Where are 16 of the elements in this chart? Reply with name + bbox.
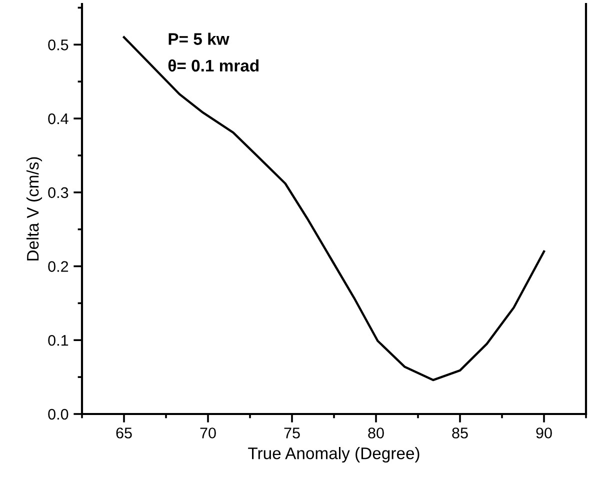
y-tick-label: 0.1	[48, 334, 68, 346]
annotation: θ= 0.1 mrad	[168, 59, 259, 72]
y-tick-label: 0.4	[48, 113, 68, 124]
x-tick-label: 90	[536, 428, 552, 438]
annotation: P= 5 kw	[168, 32, 230, 45]
y-tick-label: 0.2	[48, 261, 68, 272]
y-axis-title: Delta V (cm/s)	[26, 157, 42, 260]
x-tick-label: 75	[284, 428, 300, 438]
x-tick-label: 70	[200, 428, 216, 438]
x-tick-label: 80	[368, 428, 384, 438]
x-tick-label: 85	[452, 428, 468, 438]
y-tick-label: 0.3	[48, 187, 68, 198]
y-tick-label: 0.0	[48, 408, 68, 420]
x-tick-label: 65	[116, 428, 132, 438]
y-tick-label: 0.5	[48, 40, 68, 50]
x-axis-title: True Anomaly (Degree)	[248, 446, 420, 463]
